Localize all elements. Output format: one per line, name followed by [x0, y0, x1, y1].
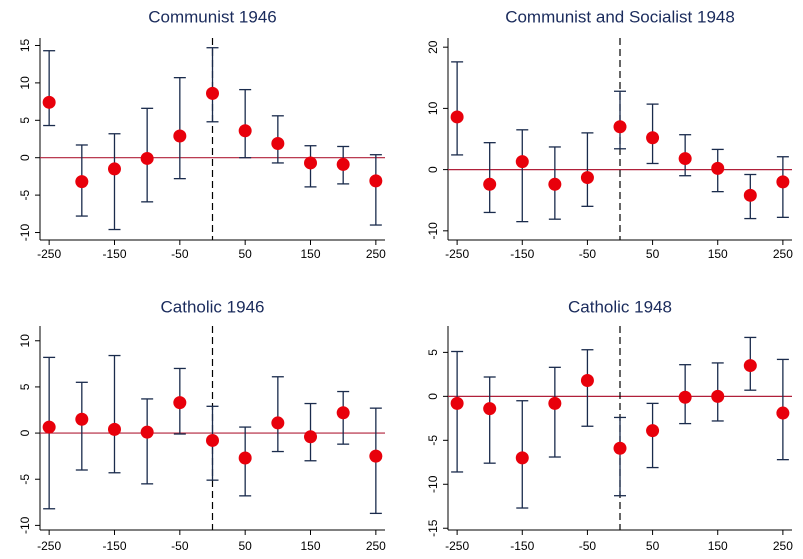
- x-tick-label: -150: [510, 539, 534, 553]
- y-tick-label: 0: [426, 393, 440, 400]
- y-tick-label: 5: [18, 117, 32, 124]
- point: [304, 430, 318, 444]
- y-tick-label: 5: [18, 383, 32, 390]
- panel-title: Catholic 1946: [161, 297, 265, 316]
- x-tick-label: -250: [445, 539, 469, 553]
- point: [173, 129, 187, 143]
- x-tick-label: 50: [646, 539, 660, 553]
- y-tick-label: -10: [426, 222, 440, 240]
- point: [369, 174, 383, 188]
- y-tick-label: -5: [426, 435, 440, 446]
- x-tick-label: 50: [646, 247, 660, 261]
- point: [42, 95, 56, 109]
- point: [206, 433, 219, 447]
- point: [173, 396, 187, 410]
- point: [206, 86, 219, 100]
- x-tick-label: -150: [510, 247, 534, 261]
- x-tick-label: -50: [579, 539, 597, 553]
- point: [336, 406, 350, 420]
- y-tick-label: 10: [18, 334, 32, 348]
- point: [238, 124, 252, 138]
- point: [450, 110, 464, 124]
- point: [483, 177, 497, 191]
- point: [613, 441, 627, 455]
- point: [238, 451, 252, 465]
- panel-title: Catholic 1948: [568, 297, 672, 316]
- point: [548, 396, 562, 410]
- point: [271, 416, 285, 430]
- point: [743, 188, 757, 202]
- x-tick-label: 150: [300, 539, 320, 553]
- point: [107, 162, 121, 176]
- point: [336, 157, 350, 171]
- y-tick-label: 0: [18, 154, 32, 161]
- x-tick-label: 50: [238, 539, 252, 553]
- y-tick-label: 20: [426, 40, 440, 54]
- point: [580, 171, 594, 185]
- panel-title: Communist 1946: [148, 7, 277, 26]
- point: [548, 177, 562, 191]
- point: [271, 136, 285, 150]
- point: [678, 152, 692, 166]
- y-tick-label: -5: [18, 474, 32, 485]
- y-tick-label: 15: [18, 38, 32, 52]
- point: [613, 120, 627, 134]
- x-tick-label: -50: [171, 539, 189, 553]
- point: [515, 155, 529, 169]
- point: [711, 161, 725, 175]
- point: [75, 412, 89, 426]
- y-tick-label: 10: [426, 101, 440, 115]
- y-tick-label: -5: [18, 189, 32, 200]
- point: [711, 389, 725, 403]
- x-tick-label: -250: [445, 247, 469, 261]
- x-tick-label: -250: [37, 247, 61, 261]
- point: [140, 151, 154, 165]
- y-tick-label: 5: [426, 349, 440, 356]
- x-tick-label: 250: [773, 539, 793, 553]
- point: [646, 131, 660, 145]
- point: [369, 449, 383, 463]
- y-tick-label: -10: [18, 224, 32, 242]
- point: [776, 175, 790, 189]
- y-tick-label: 10: [18, 76, 32, 90]
- point: [75, 175, 89, 189]
- x-tick-label: -250: [37, 539, 61, 553]
- point: [140, 425, 154, 439]
- point: [646, 424, 660, 438]
- x-tick-label: -150: [102, 539, 126, 553]
- y-tick-label: -10: [426, 475, 440, 493]
- y-tick-label: 0: [18, 429, 32, 436]
- y-tick-label: 0: [426, 166, 440, 173]
- x-tick-label: -50: [579, 247, 597, 261]
- point: [776, 406, 790, 420]
- x-tick-label: 250: [773, 247, 793, 261]
- x-tick-label: 150: [300, 247, 320, 261]
- point: [107, 422, 121, 436]
- x-tick-label: 250: [366, 539, 386, 553]
- x-tick-label: 150: [708, 247, 728, 261]
- point: [304, 156, 318, 170]
- point: [743, 359, 757, 373]
- point: [515, 451, 529, 465]
- point: [483, 402, 497, 416]
- x-tick-label: -150: [102, 247, 126, 261]
- y-tick-label: -10: [18, 516, 32, 534]
- x-tick-label: -50: [171, 247, 189, 261]
- point: [580, 374, 594, 388]
- x-tick-label: 150: [708, 539, 728, 553]
- x-tick-label: 250: [366, 247, 386, 261]
- point: [42, 420, 56, 434]
- y-tick-label: -15: [426, 519, 440, 537]
- panel-title: Communist and Socialist 1948: [505, 7, 735, 26]
- x-tick-label: 50: [238, 247, 252, 261]
- point: [450, 396, 464, 410]
- point: [678, 390, 692, 404]
